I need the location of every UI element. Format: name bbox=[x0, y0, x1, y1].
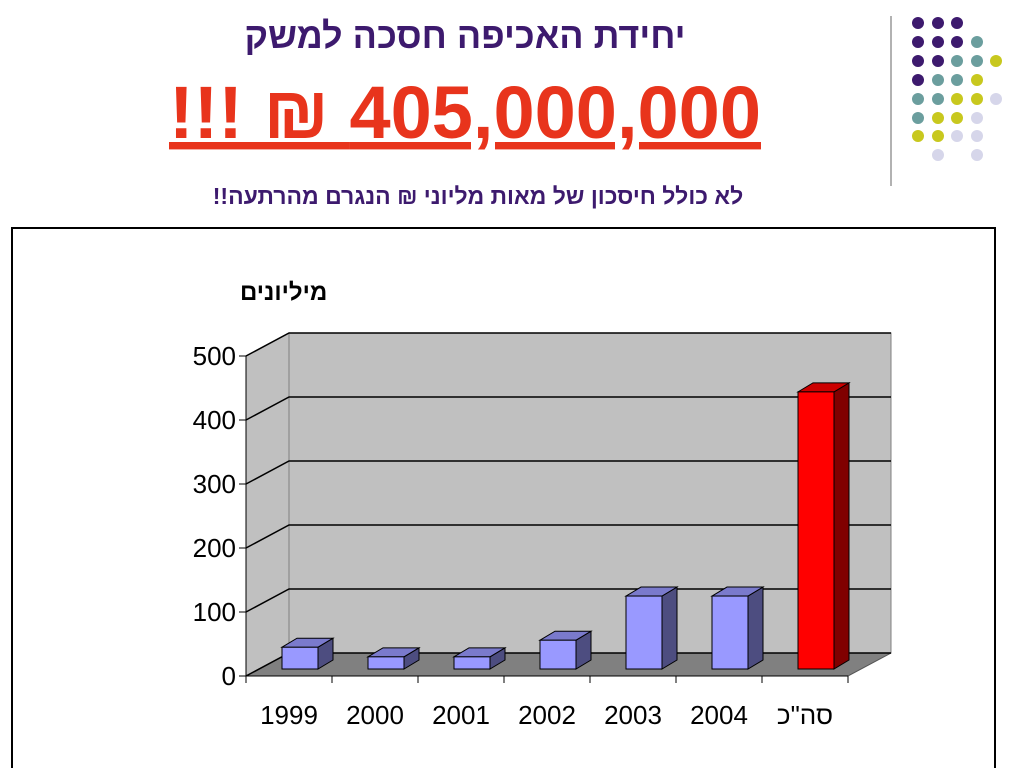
side-wall bbox=[245, 332, 290, 677]
dot bbox=[932, 55, 944, 67]
dot bbox=[951, 74, 963, 86]
dot bbox=[912, 55, 924, 67]
dot bbox=[932, 36, 944, 48]
dot bbox=[951, 55, 963, 67]
dot bbox=[971, 149, 983, 161]
bar-side bbox=[747, 586, 764, 670]
x-tick-label: 2001 bbox=[432, 700, 490, 730]
grid-line bbox=[245, 524, 891, 549]
dot bbox=[932, 17, 944, 29]
dot bbox=[990, 55, 1002, 67]
bar bbox=[453, 656, 491, 670]
amount: 405,000,000 ₪ !!! bbox=[169, 71, 761, 154]
dot bbox=[932, 112, 944, 124]
bar bbox=[711, 595, 749, 670]
dot bbox=[971, 112, 983, 124]
y-tick-label: 200 bbox=[193, 533, 236, 563]
dot bbox=[971, 36, 983, 48]
dot bbox=[951, 112, 963, 124]
y-tick-label: 300 bbox=[193, 469, 236, 499]
dot bbox=[932, 74, 944, 86]
x-tick-label: 2004 bbox=[690, 700, 748, 730]
dot bbox=[971, 130, 983, 142]
y-tick-label: 0 bbox=[222, 661, 236, 691]
bar-side bbox=[833, 381, 850, 670]
dot bbox=[951, 93, 963, 105]
dot bbox=[971, 55, 983, 67]
dot bbox=[912, 74, 924, 86]
x-tick-label: 2003 bbox=[604, 700, 662, 730]
y-axis-label: מיליונים bbox=[240, 279, 327, 306]
subtitle: לא כולל חיסכון של מאות מליוני ₪ הנגרם מה… bbox=[213, 183, 743, 209]
bar bbox=[797, 391, 835, 670]
dot bbox=[932, 149, 944, 161]
x-tick-label: 2002 bbox=[518, 700, 576, 730]
bar bbox=[539, 639, 577, 670]
y-tick-label: 400 bbox=[193, 405, 236, 435]
bar bbox=[367, 656, 405, 670]
dot-pattern bbox=[912, 17, 1002, 161]
dot bbox=[912, 112, 924, 124]
x-tick-label: סה"כ bbox=[777, 700, 833, 730]
y-tick-label: 100 bbox=[193, 597, 236, 627]
dot bbox=[912, 130, 924, 142]
dot bbox=[971, 93, 983, 105]
plot: 0 100 200 300 400 500 1999 2000 2001 2002 2003 2004… bbox=[193, 332, 892, 730]
dot bbox=[912, 93, 924, 105]
dot bbox=[951, 130, 963, 142]
grid-line bbox=[245, 588, 891, 613]
grid-line bbox=[245, 460, 891, 485]
dot bbox=[932, 93, 944, 105]
grid-line bbox=[245, 396, 891, 421]
dot bbox=[951, 17, 963, 29]
title: יחידת האכיפה חסכה למשק bbox=[244, 15, 685, 56]
dot bbox=[932, 130, 944, 142]
bar-side bbox=[661, 586, 678, 670]
dot bbox=[912, 17, 924, 29]
y-tick-label: 500 bbox=[193, 341, 236, 371]
bar bbox=[281, 646, 319, 670]
x-tick-label: 2000 bbox=[346, 700, 404, 730]
bar bbox=[625, 595, 663, 670]
dot bbox=[951, 36, 963, 48]
grid-line bbox=[245, 332, 891, 357]
dot bbox=[912, 36, 924, 48]
dot bbox=[990, 93, 1002, 105]
x-tick-label: 1999 bbox=[260, 700, 318, 730]
dot bbox=[971, 74, 983, 86]
